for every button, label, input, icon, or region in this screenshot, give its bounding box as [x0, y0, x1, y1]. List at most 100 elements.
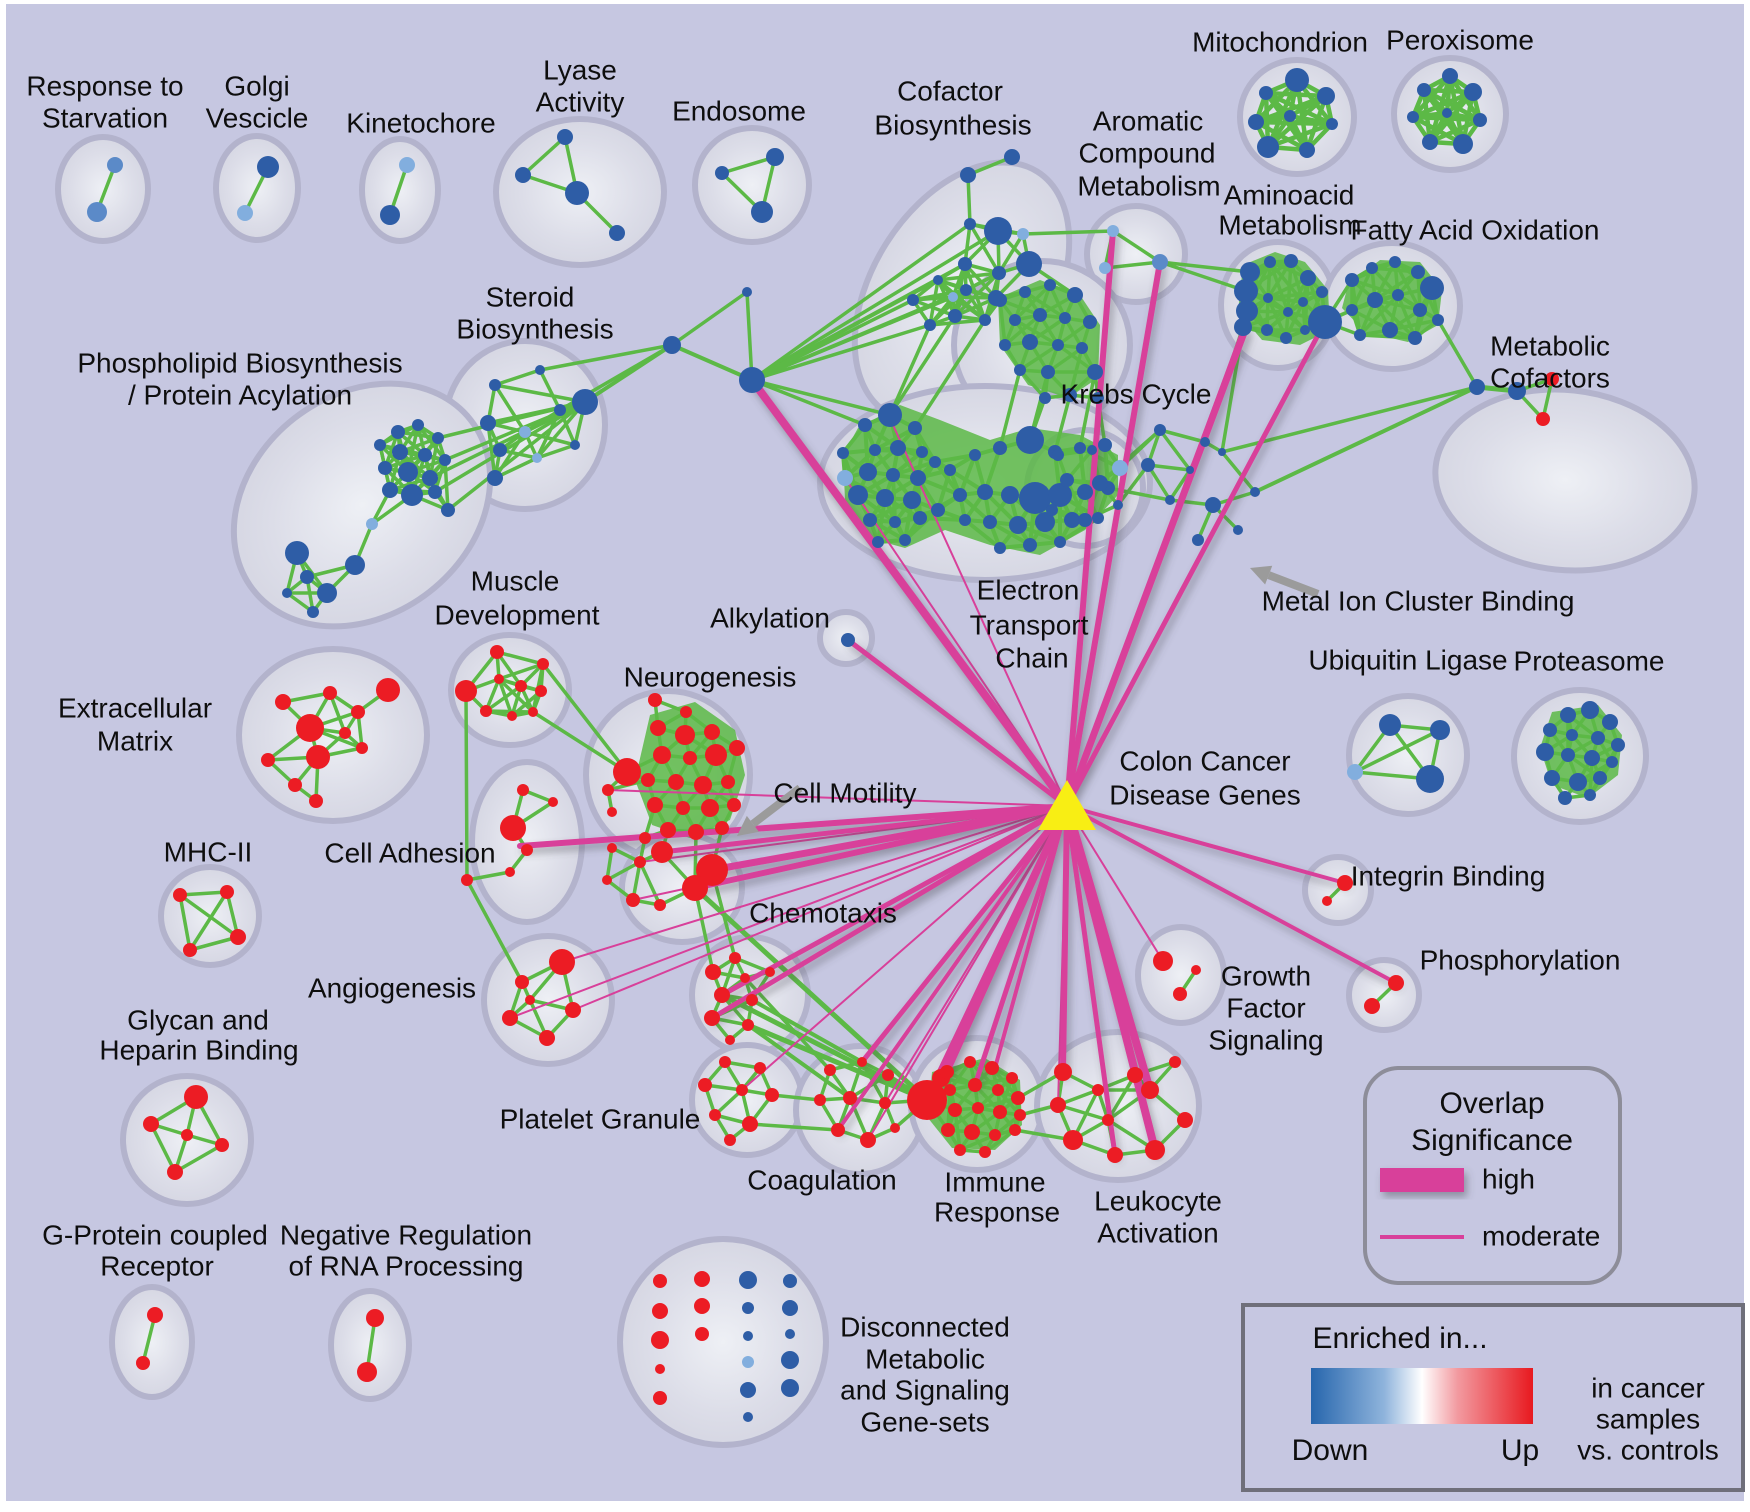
gene-set-node — [989, 1129, 1001, 1141]
gene-set-node — [890, 440, 906, 456]
gene-set-node — [1234, 318, 1252, 336]
gene-set-node — [993, 293, 1007, 307]
label-cell-adhesion: Cell Adhesion — [324, 837, 495, 868]
gene-set-node — [698, 1078, 712, 1092]
gene-set-node — [783, 1274, 797, 1288]
gene-set-node — [929, 456, 941, 468]
gene-set-node — [837, 470, 853, 486]
gene-set-node — [1153, 951, 1173, 971]
gene-set-node — [651, 841, 673, 863]
gene-set-node — [653, 1274, 667, 1288]
gene-set-node — [539, 1030, 555, 1046]
gene-set-node — [1407, 111, 1419, 123]
label-electron-transport-chain: Chain — [995, 642, 1068, 673]
gene-set-node — [781, 1379, 799, 1397]
gene-set-node — [1017, 228, 1029, 240]
gene-set-node — [948, 292, 958, 302]
gene-set-node — [87, 202, 107, 222]
gene-set-node — [653, 746, 671, 764]
gene-set-node — [964, 1056, 976, 1068]
gene-set-node — [653, 1391, 667, 1405]
gene-set-node — [502, 1010, 518, 1026]
gene-set-node — [1411, 265, 1425, 279]
gene-set-node — [1299, 142, 1315, 158]
gene-set-node — [1569, 773, 1587, 791]
gene-set-node — [602, 875, 612, 885]
gene-set-node — [285, 541, 309, 565]
gene-set-node — [907, 294, 919, 306]
gene-set-node — [1016, 251, 1042, 277]
label-cofactor-biosynthesis: Biosynthesis — [874, 109, 1031, 140]
label-kinetochore: Kinetochore — [346, 107, 495, 138]
cluster-metabolic-cofactors-outline — [1432, 386, 1698, 574]
gene-set-node — [1284, 254, 1298, 268]
gene-set-node — [913, 511, 927, 525]
gene-set-node — [944, 1084, 956, 1096]
label-response-starvation: Response to — [26, 70, 183, 101]
gene-set-node — [339, 727, 351, 739]
gene-set-node — [1004, 149, 1020, 165]
gene-set-node — [505, 867, 515, 877]
gene-set-node — [1388, 975, 1404, 991]
gene-set-node — [307, 606, 319, 618]
gene-set-node — [1345, 273, 1359, 287]
label-phospholipid: / Protein Acylation — [128, 379, 352, 410]
label-aromatic-compound-metabolism: Metabolism — [1077, 170, 1220, 201]
gene-set-node — [1248, 114, 1264, 130]
legend-down-label: Down — [1292, 1434, 1369, 1467]
gene-set-node — [1067, 287, 1083, 303]
gene-set-node — [979, 1146, 991, 1158]
gene-set-node — [500, 815, 526, 841]
cell-motility-arrow-head — [737, 815, 759, 836]
gene-set-node — [382, 482, 398, 498]
gene-set-node — [309, 794, 323, 808]
gene-set-node — [418, 448, 432, 462]
gene-set-node — [378, 461, 392, 475]
gene-set-node — [480, 415, 496, 431]
gene-set-node — [1558, 791, 1572, 805]
gene-set-node — [392, 444, 408, 460]
gene-set-node — [1233, 525, 1243, 535]
label-lyase-activity: Activity — [536, 86, 625, 117]
gene-set-node — [675, 725, 695, 745]
gene-set-node — [1054, 536, 1066, 548]
gene-set-node — [220, 885, 234, 899]
gene-set-node — [1039, 392, 1051, 404]
cluster-gpcr-outline — [109, 1284, 195, 1400]
gene-set-node — [184, 1085, 208, 1109]
gene-set-node — [743, 1331, 753, 1341]
gene-set-node — [515, 680, 527, 692]
label-neurogenesis: Neurogenesis — [624, 661, 797, 692]
gene-set-node — [765, 967, 775, 977]
gene-set-node — [705, 964, 721, 980]
legend-moderate-label: moderate — [1482, 1220, 1600, 1251]
gene-set-node — [964, 1124, 980, 1140]
gene-set-node — [960, 284, 972, 296]
gene-set-node — [765, 1088, 779, 1102]
gene-set-node — [549, 949, 575, 975]
gene-set-node — [940, 1065, 954, 1079]
gene-set-node — [994, 542, 1006, 554]
gene-set-node — [1145, 1140, 1165, 1160]
gene-set-node — [399, 157, 415, 173]
label-growth-factor-signaling: Signaling — [1208, 1024, 1323, 1055]
legend-high-label: high — [1482, 1163, 1535, 1194]
label-leukocyte-activation: Activation — [1097, 1217, 1218, 1248]
gene-set-node — [1112, 460, 1128, 476]
gene-set-node — [515, 975, 529, 989]
gene-set-node — [1113, 500, 1123, 510]
gene-set-node — [507, 711, 517, 721]
label-response-starvation: Starvation — [42, 102, 168, 133]
gene-set-node — [841, 633, 855, 647]
gene-set-node — [1192, 534, 1204, 546]
gene-set-node — [972, 1102, 984, 1114]
gene-set-node — [1240, 262, 1260, 282]
gene-set-node — [1019, 482, 1051, 514]
gene-set-node — [882, 1069, 894, 1081]
gene-set-node — [848, 485, 868, 505]
label-coagulation: Coagulation — [747, 1164, 896, 1195]
gene-set-node — [999, 339, 1011, 351]
gene-set-node — [428, 485, 442, 499]
gene-set-node — [977, 484, 993, 500]
gene-set-node — [494, 674, 504, 684]
